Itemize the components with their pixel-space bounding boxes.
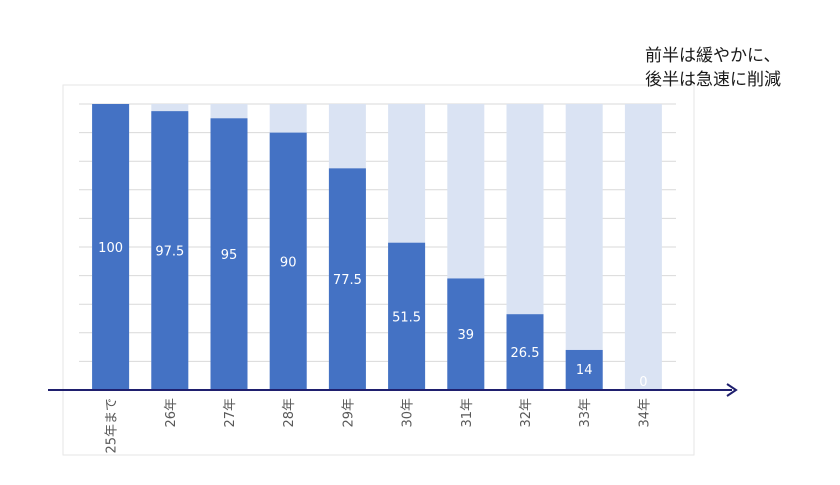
data-label: 90 — [280, 255, 297, 270]
annotation-line-2: 後半は急速に削減 — [645, 70, 781, 90]
tick-label: 26年 — [164, 398, 179, 428]
chart-annotation: 前半は緩やかに、 後半は急速に削減 — [645, 44, 781, 92]
data-label: 77.5 — [333, 273, 362, 288]
data-bar — [328, 168, 366, 390]
tick-label: 29年 — [341, 398, 356, 428]
data-label: 95 — [221, 248, 238, 263]
tick-label: 25年まで — [105, 398, 120, 454]
data-bar — [565, 349, 603, 390]
tick-label: 34年 — [637, 398, 652, 428]
annotation-line-1: 前半は緩やかに、 — [645, 46, 781, 66]
x-axis-arrowhead — [726, 383, 738, 397]
background-bar — [624, 104, 662, 390]
data-label: 14 — [576, 363, 593, 378]
data-label: 39 — [458, 328, 475, 343]
background-bar — [565, 104, 603, 390]
data-bar — [447, 278, 485, 390]
plot-area — [62, 84, 695, 456]
tick-label: 30年 — [401, 398, 416, 428]
data-bar — [151, 111, 189, 391]
data-bar — [269, 132, 307, 390]
data-label: 97.5 — [155, 245, 184, 260]
data-bar — [92, 104, 130, 390]
data-bar — [210, 118, 248, 391]
tick-label: 27年 — [223, 398, 238, 428]
tick-label: 31年 — [460, 398, 475, 428]
tick-label: 33年 — [578, 398, 593, 428]
data-label: 0 — [639, 375, 647, 390]
data-label: 26.5 — [511, 346, 540, 361]
data-bar — [388, 242, 426, 390]
tick-label: 28年 — [282, 398, 297, 428]
data-label: 51.5 — [392, 310, 421, 325]
data-label: 100 — [98, 241, 123, 256]
data-bar — [506, 314, 544, 390]
tick-label: 32年 — [519, 398, 534, 428]
